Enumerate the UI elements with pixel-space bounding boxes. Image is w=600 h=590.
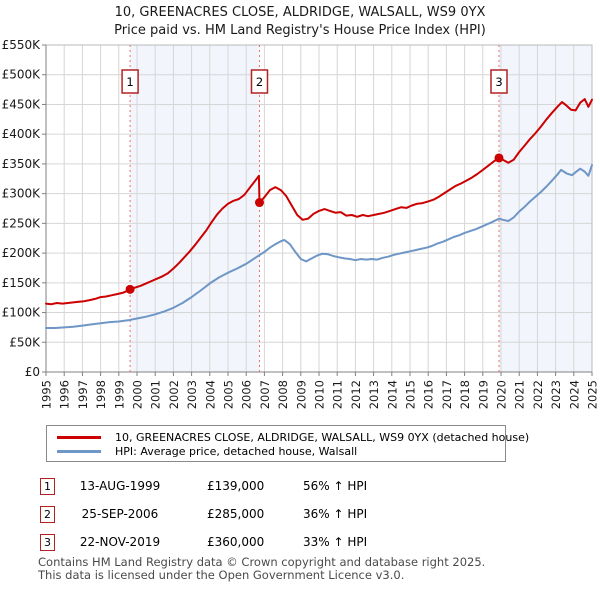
svg-text:2013: 2013: [367, 380, 381, 409]
sale-marker-labels: 1 2 3: [121, 69, 508, 94]
svg-text:2015: 2015: [404, 380, 418, 409]
svg-text:2003: 2003: [185, 380, 199, 409]
legend-line-sample: [57, 449, 101, 453]
svg-text:2018: 2018: [458, 380, 472, 409]
svg-text:2001: 2001: [149, 380, 163, 409]
legend-item-hpi: HPI: Average price, detached house, Wals…: [57, 444, 505, 458]
svg-text:1996: 1996: [58, 380, 72, 409]
svg-text:£350K: £350K: [2, 157, 42, 171]
svg-text:£200K: £200K: [2, 246, 42, 260]
sale-marker-box-1: [121, 69, 139, 94]
svg-text:1995: 1995: [40, 380, 54, 409]
y-axis-labels: £0 £50K £100K £150K £200K £250K £300K £350K £400…: [2, 40, 42, 379]
transaction-row-1: 1 13-AUG-1999 £139,000 56% ↑ HPI: [0, 477, 600, 505]
svg-text:£450K: £450K: [2, 97, 42, 111]
property-price-line: [45, 98, 593, 306]
svg-text:2002: 2002: [167, 380, 181, 409]
transaction-price: £360,000: [207, 535, 265, 549]
svg-text:£550K: £550K: [2, 40, 42, 52]
transaction-date: 13-AUG-1999: [79, 479, 161, 493]
hpi-average-line: [45, 164, 593, 329]
transaction-row-2: 2 25-SEP-2006 £285,000 36% ↑ HPI: [0, 505, 600, 533]
page-subtitle: Price paid vs. HM Land Registry's House …: [114, 23, 486, 38]
transaction-price: £139,000: [207, 479, 265, 493]
transaction-number-badge: 3: [40, 534, 55, 551]
shaded-periods: [130, 45, 592, 372]
svg-text:2008: 2008: [276, 380, 290, 409]
transaction-date: 25-SEP-2006: [81, 507, 159, 521]
sale-point-3: [494, 153, 504, 163]
svg-text:2020: 2020: [495, 380, 509, 409]
sale-points: [125, 153, 504, 294]
svg-text:2004: 2004: [203, 380, 217, 409]
footer-line-2: This data is licensed under the Open Gov…: [38, 568, 405, 582]
svg-text:£400K: £400K: [2, 127, 42, 141]
svg-text:2000: 2000: [131, 380, 145, 409]
transaction-vs-hpi: 33% ↑ HPI: [303, 535, 368, 549]
svg-text:2023: 2023: [549, 380, 563, 409]
svg-text:1: 1: [126, 75, 133, 89]
svg-text:2010: 2010: [313, 380, 327, 409]
transaction-vs-hpi: 36% ↑ HPI: [303, 507, 368, 521]
svg-text:2021: 2021: [513, 380, 527, 409]
svg-text:£300K: £300K: [2, 187, 42, 201]
svg-text:£100K: £100K: [2, 306, 42, 320]
page-title: 10, GREENACRES CLOSE, ALDRIDGE, WALSALL,…: [114, 5, 486, 20]
legend-line-sample: [57, 435, 101, 439]
svg-text:2006: 2006: [240, 380, 254, 409]
svg-text:£500K: £500K: [2, 68, 42, 82]
sale-point-1: [125, 284, 135, 294]
transactions-table: 1 13-AUG-1999 £139,000 56% ↑ HPI 2 25-SEP-200…: [0, 477, 600, 561]
x-axis-labels: 1995 1996 1997 1998 1999 2000 2001 2002 2003 2004…: [40, 380, 600, 409]
transaction-date: 22-NOV-2019: [79, 535, 161, 549]
svg-text:2: 2: [256, 75, 263, 89]
transaction-number-badge: 2: [40, 506, 55, 523]
svg-text:£50K: £50K: [9, 335, 41, 349]
transaction-vs-hpi: 56% ↑ HPI: [303, 479, 368, 493]
sale-marker-box-2: [250, 69, 269, 94]
svg-text:2014: 2014: [385, 380, 399, 409]
footer-line-1: Contains HM Land Registry data © Crown c…: [38, 555, 486, 569]
price-history-chart: 1 2 3£0£50K£100K£150K£200K£250K£300K£350K£…: [2, 40, 600, 409]
svg-text:2017: 2017: [440, 380, 454, 409]
svg-text:2007: 2007: [258, 380, 272, 409]
svg-text:2012: 2012: [349, 380, 363, 409]
chart-legend: 10, GREENACRES CLOSE, ALDRIDGE, WALSALL,…: [46, 425, 529, 462]
svg-text:2016: 2016: [422, 380, 436, 409]
svg-text:1998: 1998: [94, 380, 108, 409]
svg-text:2024: 2024: [567, 380, 581, 409]
transaction-row-3: 3 22-NOV-2019 £360,000 33% ↑ HPI: [0, 533, 600, 561]
legend-label: HPI: Average price, detached house, Wals…: [115, 444, 358, 458]
legend-label: 10, GREENACRES CLOSE, ALDRIDGE, WALSALL,…: [115, 430, 530, 444]
axes: [42, 44, 593, 376]
svg-text:1997: 1997: [76, 380, 90, 409]
svg-text:2019: 2019: [476, 380, 490, 409]
svg-text:1999: 1999: [112, 380, 126, 409]
sale-point-2: [254, 198, 264, 208]
sale-marker-box-3: [490, 69, 508, 94]
license-footer: Contains HM Land Registry data © Crown c…: [38, 556, 485, 582]
svg-text:2005: 2005: [222, 380, 236, 409]
svg-text:2009: 2009: [294, 380, 308, 409]
svg-text:£0: £0: [25, 365, 40, 379]
transaction-number-badge: 1: [40, 478, 55, 495]
svg-text:2011: 2011: [331, 380, 345, 409]
svg-text:2025: 2025: [586, 380, 600, 409]
svg-text:£150K: £150K: [2, 276, 42, 290]
legend-item-property: 10, GREENACRES CLOSE, ALDRIDGE, WALSALL,…: [57, 430, 529, 444]
svg-text:£250K: £250K: [2, 216, 42, 230]
transaction-price: £285,000: [207, 507, 265, 521]
svg-text:3: 3: [495, 75, 502, 89]
svg-text:2022: 2022: [531, 380, 545, 409]
